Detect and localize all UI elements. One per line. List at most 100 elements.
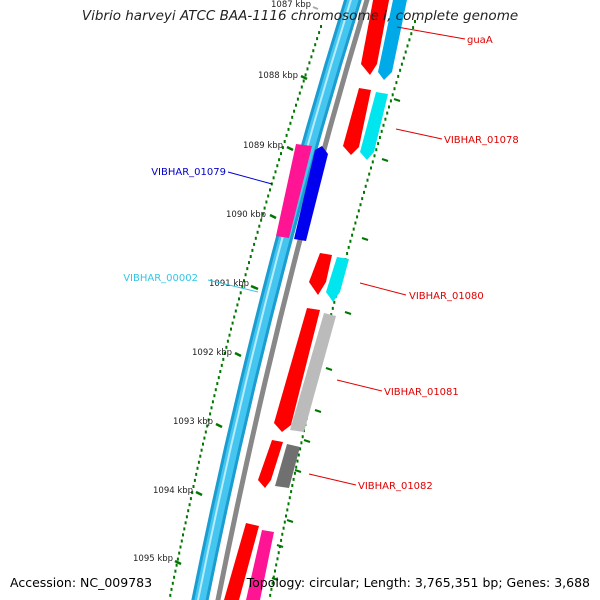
feature-inner-magenta-bottom bbox=[246, 530, 274, 600]
track-dot bbox=[330, 313, 333, 317]
track-dot bbox=[304, 73, 307, 77]
track-dot bbox=[230, 327, 232, 331]
track-dash bbox=[286, 519, 294, 523]
kbp-tick-marks bbox=[174, 6, 319, 566]
track-dot bbox=[384, 117, 387, 121]
track-dot bbox=[185, 515, 188, 519]
track-dash bbox=[344, 311, 352, 315]
tick-label: 1091 kbp bbox=[209, 279, 249, 289]
track-dot bbox=[199, 454, 202, 458]
track-dot bbox=[293, 109, 296, 113]
track-dot bbox=[370, 166, 372, 170]
track-dot bbox=[213, 394, 216, 398]
track-dot bbox=[400, 62, 403, 66]
track-dot bbox=[402, 56, 405, 60]
track-dot bbox=[291, 115, 294, 119]
track-dot bbox=[298, 91, 301, 95]
track-dot bbox=[269, 188, 271, 192]
track-dot bbox=[251, 248, 254, 252]
track-dot bbox=[293, 471, 296, 475]
track-dot bbox=[192, 485, 195, 488]
tick-label: 1088 kbp bbox=[258, 71, 298, 81]
track-dot bbox=[182, 533, 184, 537]
track-dot bbox=[397, 74, 400, 78]
track-dot bbox=[410, 32, 413, 36]
track-dot bbox=[174, 569, 177, 573]
track-dot bbox=[269, 593, 272, 597]
track-dot bbox=[183, 527, 186, 531]
track-dot bbox=[193, 478, 196, 482]
track-dash bbox=[271, 577, 279, 581]
track-dot bbox=[244, 273, 247, 277]
track-dot bbox=[195, 472, 198, 476]
feature-VIBHAR_01080-cyan bbox=[326, 257, 349, 302]
track-dot bbox=[368, 172, 371, 176]
track-dot bbox=[197, 460, 200, 464]
gene-label-VIBHAR_01081: VIBHAR_01081 bbox=[384, 387, 459, 398]
track-dot bbox=[351, 233, 354, 237]
track-dot bbox=[357, 209, 360, 213]
track-dot bbox=[314, 43, 317, 47]
track-dot bbox=[270, 587, 273, 591]
chromosome-backbone bbox=[191, 0, 362, 600]
track-dot bbox=[274, 569, 276, 573]
tick-label: 1087 kbp bbox=[271, 0, 311, 10]
tick-mark bbox=[174, 559, 182, 566]
track-dot bbox=[231, 321, 234, 325]
track-dot bbox=[211, 400, 214, 404]
track-dot bbox=[363, 190, 365, 194]
track-dot bbox=[382, 123, 385, 127]
track-dot bbox=[354, 221, 357, 225]
track-dot bbox=[239, 291, 242, 295]
topology-text: Topology: circular; Length: 3,765,351 bp… bbox=[246, 575, 590, 590]
tick-mark bbox=[286, 145, 294, 152]
track-dot bbox=[408, 38, 411, 42]
track-dot bbox=[281, 146, 284, 150]
track-dot bbox=[209, 412, 212, 416]
track-dot bbox=[206, 424, 209, 428]
track-dot bbox=[184, 521, 187, 525]
leader-line-VIBHAR_00002 bbox=[207, 279, 259, 293]
track-dot bbox=[281, 532, 284, 536]
track-dot bbox=[316, 37, 319, 41]
track-dot bbox=[178, 551, 181, 555]
feature-VIBHAR_01078 bbox=[343, 88, 371, 155]
track-dot bbox=[359, 203, 362, 207]
track-dot bbox=[349, 239, 352, 243]
track-dot bbox=[295, 465, 298, 469]
track-dot bbox=[271, 581, 274, 585]
track-dot bbox=[278, 158, 281, 162]
feature-guaA bbox=[361, 0, 390, 75]
track-dot bbox=[285, 514, 287, 518]
track-dot bbox=[241, 285, 244, 289]
track-dot bbox=[263, 206, 266, 210]
track-dot bbox=[243, 279, 245, 283]
track-dot bbox=[346, 252, 349, 255]
gene-labels: guaA VIBHAR_01078 VIBHAR_01079 VIBHAR_00… bbox=[123, 35, 519, 492]
track-dash bbox=[314, 409, 322, 413]
track-dot bbox=[292, 477, 295, 481]
track-dash bbox=[325, 367, 333, 371]
tick-mark bbox=[215, 422, 223, 429]
track-dash bbox=[381, 158, 389, 162]
track-dot bbox=[203, 436, 206, 440]
track-dot bbox=[352, 227, 355, 231]
track-dot bbox=[310, 55, 313, 59]
track-dot bbox=[220, 363, 223, 367]
track-dot bbox=[375, 148, 378, 152]
track-dot bbox=[333, 300, 336, 304]
leader-line-VIBHAR_01079 bbox=[227, 171, 273, 185]
track-dot bbox=[180, 539, 183, 543]
track-dash bbox=[276, 544, 284, 548]
track-dot bbox=[228, 333, 231, 337]
feature-bottom-red bbox=[224, 523, 259, 600]
track-dot bbox=[277, 551, 280, 555]
track-dot bbox=[371, 160, 374, 164]
track-dot bbox=[366, 178, 369, 182]
leader-line-VIBHAR_01080 bbox=[359, 282, 407, 296]
track-dot bbox=[299, 447, 302, 451]
track-dot bbox=[283, 140, 286, 143]
tick-mark bbox=[195, 490, 203, 497]
track-dash bbox=[361, 237, 369, 241]
